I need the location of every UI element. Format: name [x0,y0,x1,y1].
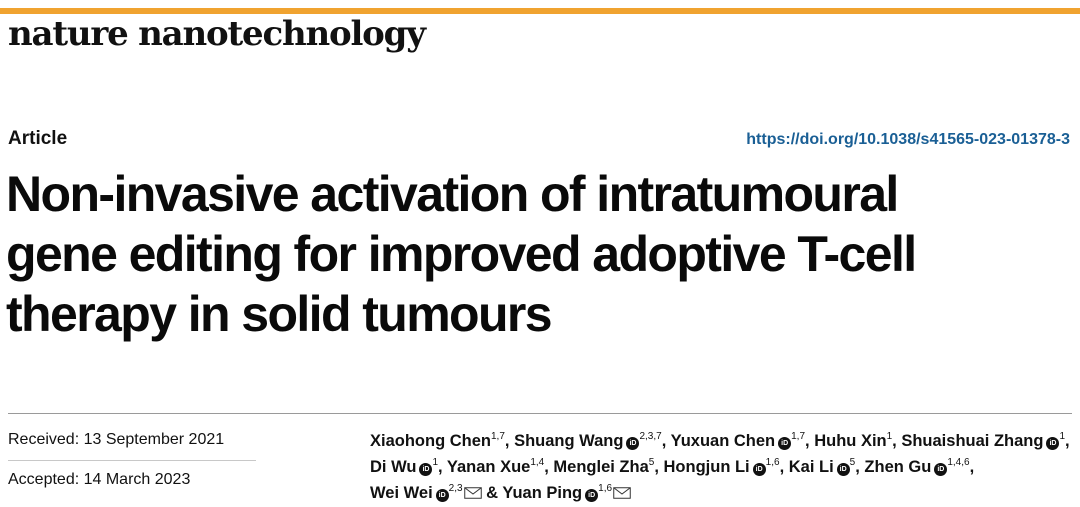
affiliation-superscript: 1 [432,457,439,468]
doi-link[interactable]: https://doi.org/10.1038/s41565-023-01378… [746,131,1070,148]
article-type: Article [8,128,68,149]
author-entry: Zhen Gu iD1,4,6 [864,457,970,476]
orcid-icon[interactable]: iD [585,489,599,502]
author-name[interactable]: Kai Li [788,458,834,476]
author-name[interactable]: Shuang Wang [514,432,624,450]
author-separator: , [438,458,447,476]
author-name[interactable]: Zhen Gu [864,458,932,476]
author-entry: Yuxuan Chen iD1,7 [671,432,805,450]
orcid-icon[interactable]: iD [752,463,766,476]
title-line: therapy in solid tumours [6,286,553,342]
author-name[interactable]: Wei Wei [370,484,433,502]
author-entry: Yuan Ping iD1,6 [502,484,631,502]
header-divider [8,413,1072,414]
affiliation-superscript: 2,3,7 [639,431,662,442]
title-line: Non-invasive activation of intratumoural [6,166,899,222]
author-name[interactable]: Xiaohong Chen [370,432,491,450]
author-entry: Di Wu iD1 [370,458,438,476]
orcid-icon[interactable]: iD [435,489,449,502]
orcid-icon[interactable]: iD [419,463,433,476]
author-list: Xiaohong Chen1,7, Shuang Wang iD2,3,7, Yu… [370,428,1070,506]
received-date: Received: 13 September 2021 [8,431,225,448]
author-entry: Xiaohong Chen1,7 [370,431,505,451]
orcid-icon[interactable]: iD [836,463,850,476]
orcid-icon[interactable]: iD [1046,437,1060,450]
author-entry: Hongjun Li iD1,6 [664,458,780,476]
author-separator: , [1065,432,1070,450]
accepted-date: Accepted: 14 March 2023 [8,471,191,488]
orcid-icon[interactable]: iD [778,437,792,450]
affiliation-superscript: 1,6 [765,457,780,468]
author-name[interactable]: Hongjun Li [663,458,750,476]
author-entry: Menglei Zha5 [553,457,655,477]
affiliation-superscript: 1 [886,431,893,442]
affiliation-superscript: 1,4 [530,457,545,468]
author-name[interactable]: Yuxuan Chen [670,432,776,450]
affiliation-superscript: 2,3 [448,483,463,494]
author-separator: , [892,432,902,450]
author-entry: Wei Wei iD2,3 [370,484,482,502]
author-entry: Huhu Xin1 [814,431,893,451]
author-name[interactable]: Yanan Xue [446,458,531,476]
affiliation-superscript: 1 [1059,431,1066,442]
orcid-icon[interactable]: iD [934,463,948,476]
author-separator: , [544,458,554,476]
email-icon[interactable] [613,487,631,499]
author-separator: , [855,458,865,476]
author-name[interactable]: Menglei Zha [553,458,649,476]
affiliation-superscript: 1,7 [491,431,505,442]
author-name[interactable]: Huhu Xin [814,432,887,450]
affiliation-superscript: 1,7 [791,431,806,442]
journal-name: nature nanotechnology [8,14,426,54]
author-separator: , [805,432,815,450]
author-name[interactable]: Di Wu [370,458,417,476]
author-entry: Shuang Wang iD2,3,7 [514,432,662,450]
author-separator: , [661,432,671,450]
article-title: Non-invasive activation of intratumoural… [6,164,1066,344]
journal-accent-bar [0,8,1080,14]
title-line: gene editing for improved adoptive T-cel… [6,226,917,282]
author-separator: & [481,484,503,502]
affiliation-superscript: 5 [849,457,856,468]
author-entry: Shuaishuai Zhang iD1 [901,432,1065,450]
author-entry: Kai Li iD5 [788,457,856,476]
author-separator: , [504,432,515,450]
author-separator: , [654,458,664,476]
affiliation-superscript: 5 [648,457,655,468]
affiliation-superscript: 1,4,6 [947,457,970,468]
affiliation-superscript: 1,6 [598,483,613,494]
orcid-icon[interactable]: iD [626,437,640,450]
author-name[interactable]: Yuan Ping [502,484,583,502]
email-icon[interactable] [463,487,482,499]
dates-divider [8,460,256,461]
author-name[interactable]: Shuaishuai Zhang [901,432,1044,450]
author-entry: Yanan Xue1,4 [446,457,545,477]
author-separator: , [779,458,789,476]
author-separator: , [969,458,975,476]
